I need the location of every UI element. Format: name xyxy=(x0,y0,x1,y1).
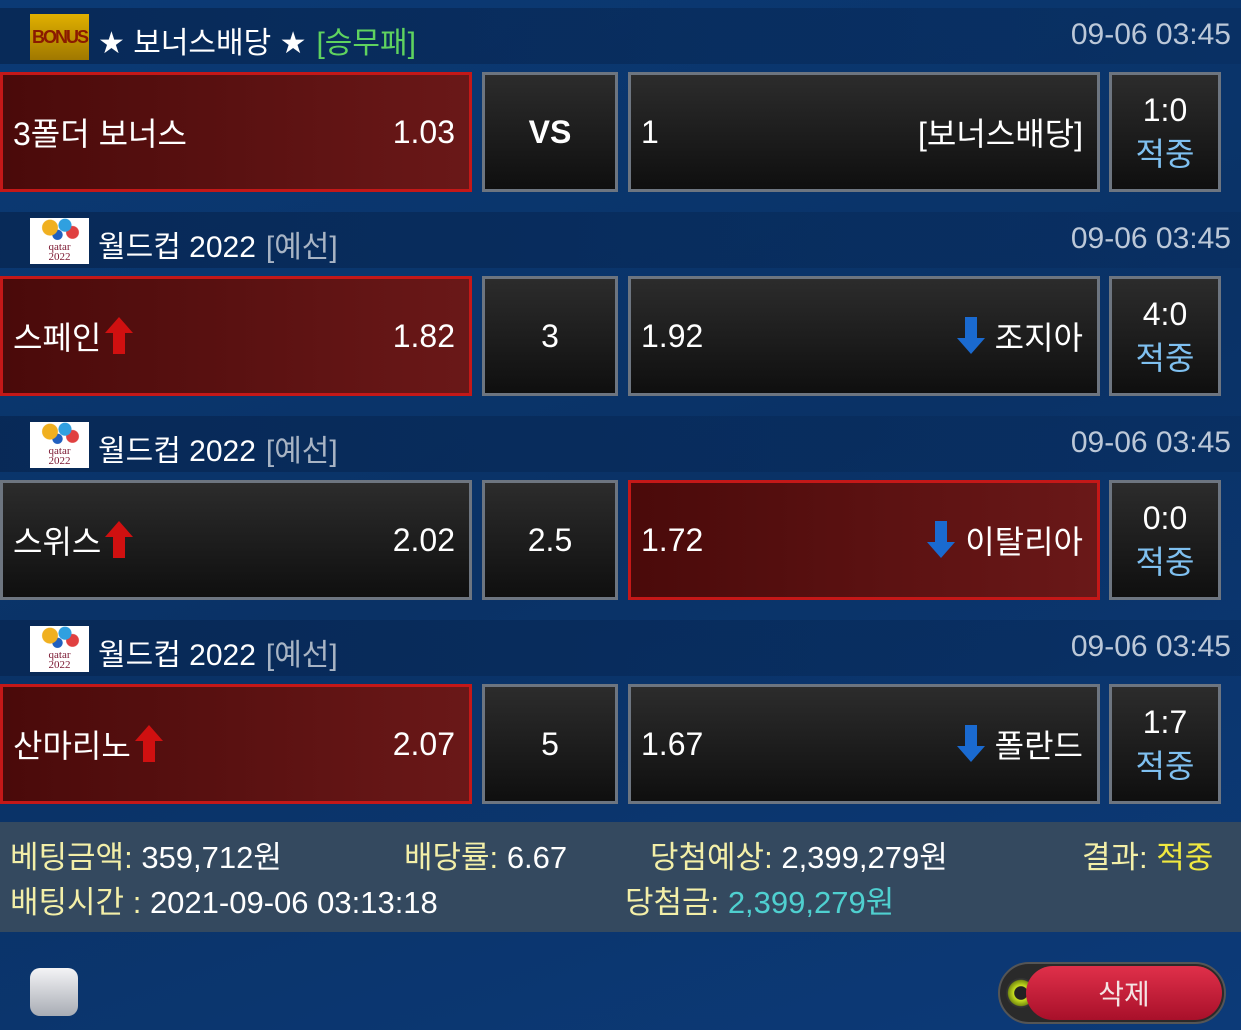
league-title: ★ 보너스배당 ★ xyxy=(98,27,307,60)
match-group: qatar 2022 월드컵 2022 [예선] 09-06 03:45 산마리노 … xyxy=(0,612,1241,816)
delete-button[interactable]: 삭제 xyxy=(998,962,1226,1024)
away-odds: 1.72 xyxy=(641,521,704,558)
away-team: 이탈리아 xyxy=(965,524,1083,560)
handicap-value: 5 xyxy=(541,725,559,762)
bet-summary: 베팅금액: 359,712원 배당률: 6.67 당첨예상: 2,399,279… xyxy=(0,822,1241,932)
handicap-value: 2.5 xyxy=(527,521,573,558)
expected-win: 당첨예상: 2,399,279원 xyxy=(650,840,948,875)
handicap-value: VS xyxy=(528,113,572,150)
away-bet-option[interactable]: 1.92 조지아 xyxy=(628,276,1100,396)
arrow-up-icon xyxy=(134,725,163,763)
match-result: 적중 xyxy=(1135,136,1195,172)
delete-label: 삭제 xyxy=(1026,966,1222,1020)
final-score: 1:7 xyxy=(1142,704,1188,740)
away-team: [보너스배당] xyxy=(918,116,1083,152)
match-group: BONUS ★ 보너스배당 ★ [승무패] 09-06 03:45 3폴더 보너스… xyxy=(0,0,1241,204)
home-team: 산마리노 xyxy=(13,728,131,764)
league-title: 월드컵 2022 xyxy=(98,435,256,468)
match-time: 09-06 03:45 xyxy=(1070,222,1231,255)
home-bet-option[interactable]: 스위스 2.02 xyxy=(0,480,472,600)
league-tag: [승무패] xyxy=(316,27,416,60)
bonus-logo: BONUS xyxy=(30,14,89,60)
odds-total: 배당률: 6.67 xyxy=(404,840,568,875)
score-box: 1:7 적중 xyxy=(1109,684,1221,804)
league-title: 월드컵 2022 xyxy=(98,231,256,264)
away-bet-option[interactable]: 1 [보너스배당] xyxy=(628,72,1100,192)
home-team: 3폴더 보너스 xyxy=(13,116,187,152)
home-team: 스위스 xyxy=(13,524,102,560)
home-odds: 2.07 xyxy=(392,725,455,762)
away-odds: 1.92 xyxy=(641,317,704,354)
arrow-down-icon xyxy=(956,725,985,763)
league-tag: [예선] xyxy=(265,639,338,672)
arrow-down-icon xyxy=(956,317,985,355)
qatar-2022-logo: qatar 2022 xyxy=(30,626,89,672)
bet-result: 결과: 적중 xyxy=(1082,840,1214,875)
home-bet-option[interactable]: 3폴더 보너스 1.03 xyxy=(0,72,472,192)
match-result: 적중 xyxy=(1135,544,1195,580)
league-header: qatar 2022 월드컵 2022 [예선] 09-06 03:45 xyxy=(0,620,1241,676)
match-result: 적중 xyxy=(1135,748,1195,784)
home-bet-option[interactable]: 산마리노 2.07 xyxy=(0,684,472,804)
arrow-up-icon xyxy=(105,521,134,559)
league-tag: [예선] xyxy=(265,231,338,264)
match-time: 09-06 03:45 xyxy=(1070,630,1231,663)
away-team: 조지아 xyxy=(994,320,1083,356)
home-odds: 1.82 xyxy=(392,317,455,354)
league-header: BONUS ★ 보너스배당 ★ [승무패] 09-06 03:45 xyxy=(0,8,1241,64)
home-bet-option[interactable]: 스페인 1.82 xyxy=(0,276,472,396)
match-result: 적중 xyxy=(1135,340,1195,376)
bet-amount: 베팅금액: 359,712원 xyxy=(10,840,282,875)
arrow-up-icon xyxy=(105,317,134,355)
handicap-option[interactable]: 2.5 xyxy=(482,480,618,600)
qatar-2022-logo: qatar 2022 xyxy=(30,422,89,468)
final-score: 4:0 xyxy=(1142,296,1188,332)
league-title: 월드컵 2022 xyxy=(98,639,256,672)
league-header: qatar 2022 월드컵 2022 [예선] 09-06 03:45 xyxy=(0,212,1241,268)
final-score: 1:0 xyxy=(1142,92,1188,128)
match-time: 09-06 03:45 xyxy=(1070,426,1231,459)
match-group: qatar 2022 월드컵 2022 [예선] 09-06 03:45 스페인 1… xyxy=(0,204,1241,408)
handicap-option[interactable]: 5 xyxy=(482,684,618,804)
handicap-option[interactable]: 3 xyxy=(482,276,618,396)
away-team: 폴란드 xyxy=(994,728,1083,764)
away-bet-option[interactable]: 1.67 폴란드 xyxy=(628,684,1100,804)
away-odds: 1 xyxy=(641,113,659,150)
home-team: 스페인 xyxy=(13,320,102,356)
score-box: 4:0 적중 xyxy=(1109,276,1221,396)
bet-time: 배팅시간 : 2021-09-06 03:13:18 xyxy=(10,885,438,920)
score-box: 1:0 적중 xyxy=(1109,72,1221,192)
home-odds: 2.02 xyxy=(392,521,455,558)
handicap-option[interactable]: VS xyxy=(482,72,618,192)
handicap-value: 3 xyxy=(541,317,559,354)
arrow-down-icon xyxy=(927,521,956,559)
match-time: 09-06 03:45 xyxy=(1070,18,1231,51)
away-odds: 1.67 xyxy=(641,725,704,762)
qatar-2022-logo: qatar 2022 xyxy=(30,218,89,264)
away-bet-option[interactable]: 1.72 이탈리아 xyxy=(628,480,1100,600)
score-box: 0:0 적중 xyxy=(1109,480,1221,600)
league-tag: [예선] xyxy=(265,435,338,468)
final-score: 0:0 xyxy=(1142,500,1188,536)
select-checkbox[interactable] xyxy=(30,968,78,1016)
payout: 당첨금: 2,399,279원 xyxy=(625,885,895,920)
league-header: qatar 2022 월드컵 2022 [예선] 09-06 03:45 xyxy=(0,416,1241,472)
match-group: qatar 2022 월드컵 2022 [예선] 09-06 03:45 스위스 2… xyxy=(0,408,1241,612)
home-odds: 1.03 xyxy=(392,113,455,150)
